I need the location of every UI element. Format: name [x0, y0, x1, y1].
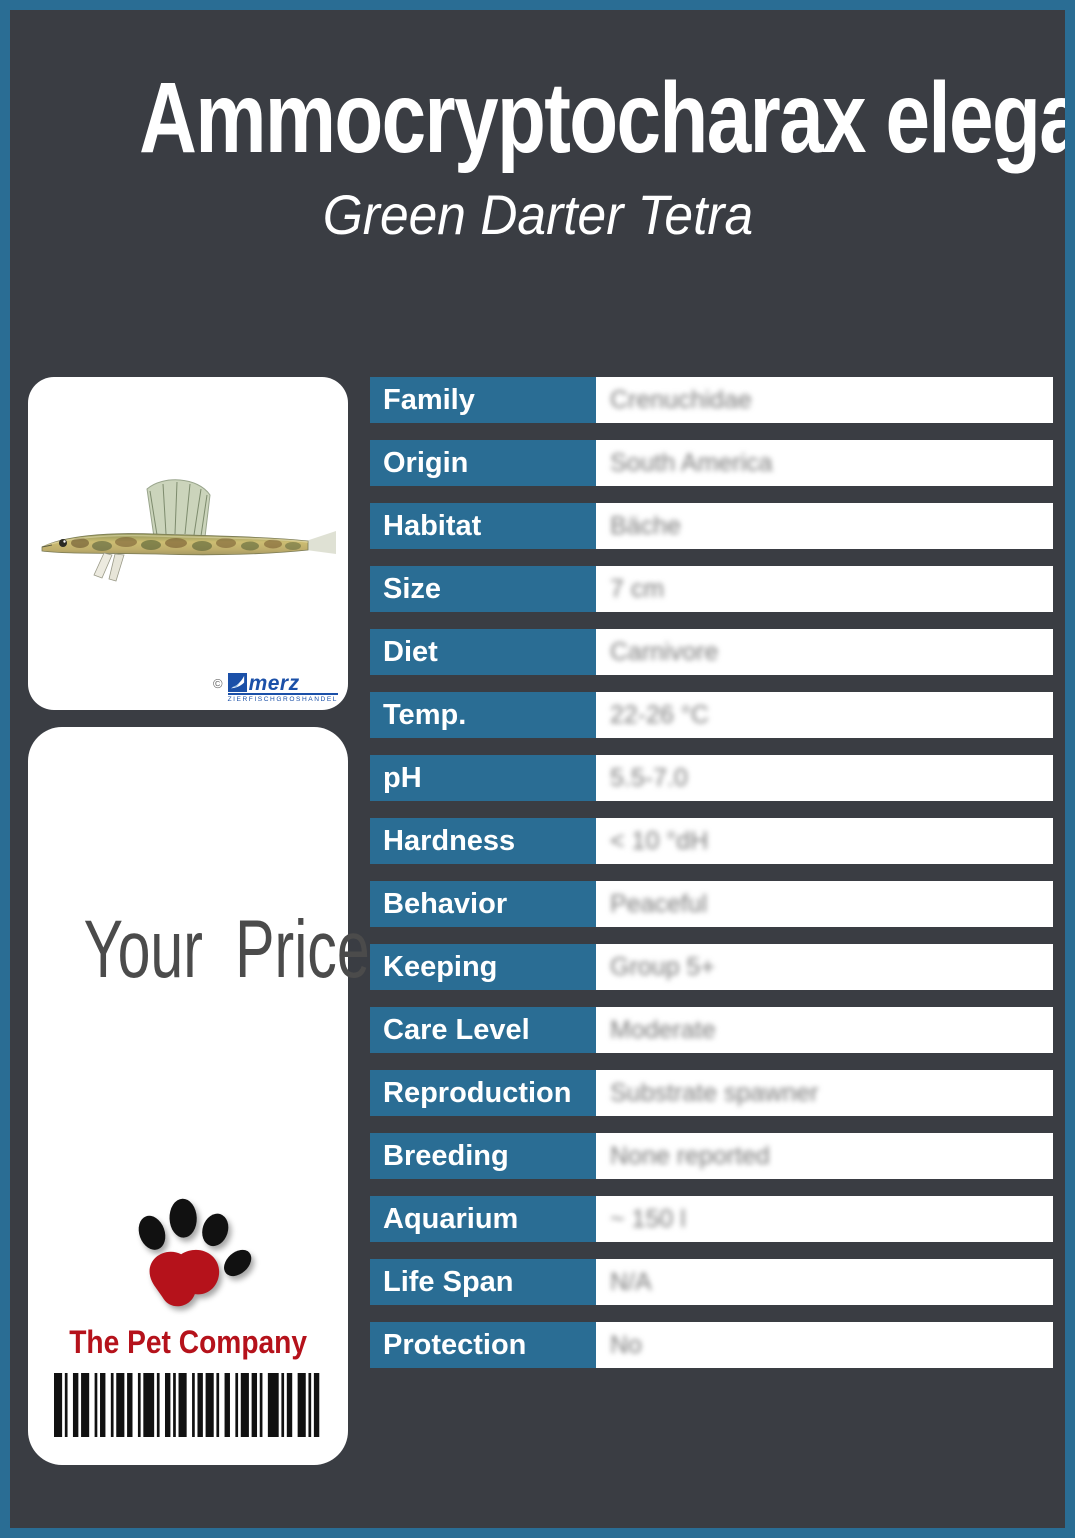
- spec-row-life-span: Life Span N/A: [370, 1259, 1053, 1305]
- card-inner: Ammocryptocharax elegans Green Darter Te…: [10, 10, 1065, 1528]
- spec-label: Hardness: [370, 818, 596, 864]
- spec-row-care-level: Care Level Moderate: [370, 1007, 1053, 1053]
- spec-value-text: Carnivore: [610, 638, 719, 666]
- spec-value-text: Substrate spawner: [610, 1079, 819, 1107]
- spec-label: Aquarium: [370, 1196, 596, 1242]
- price-label: Your Price: [83, 904, 370, 995]
- spec-value: N/A: [596, 1259, 1053, 1305]
- spec-value: Bäche: [596, 503, 1053, 549]
- spec-value: 5.5-7.0: [596, 755, 1053, 801]
- spec-value-text: Bäche: [610, 512, 681, 540]
- spec-value-text: 5.5-7.0: [610, 764, 688, 792]
- spec-row-temp: Temp. 22-26 °C: [370, 692, 1053, 738]
- merz-fish-icon: [227, 672, 247, 692]
- spec-label: Keeping: [370, 944, 596, 990]
- price-card: Your Price The Pet Company: [28, 727, 370, 1465]
- spec-label: pH: [370, 755, 596, 801]
- spec-value-text: Crenuchidae: [610, 386, 752, 414]
- spec-label: Reproduction: [370, 1070, 596, 1116]
- spec-label: Diet: [370, 629, 596, 675]
- spec-value-text: Group 5+: [610, 953, 715, 981]
- spec-label: Behavior: [370, 881, 596, 927]
- page-title: Ammocryptocharax elegans: [10, 66, 1065, 171]
- spec-label: Size: [370, 566, 596, 612]
- spec-value: South America: [596, 440, 1053, 486]
- spec-label: Habitat: [370, 503, 596, 549]
- spec-value: Moderate: [596, 1007, 1053, 1053]
- spec-value: None reported: [596, 1133, 1053, 1179]
- photo-credit: © merz ZIERFISCHGROSHANDEL: [212, 671, 338, 703]
- page-subtitle: Green Darter Tetra: [10, 182, 1065, 247]
- brand-name-text: The Pet Company: [69, 1324, 307, 1360]
- spec-value: ~ 150 l: [596, 1196, 1053, 1242]
- spec-row-origin: Origin South America: [370, 440, 1053, 486]
- spec-row-keeping: Keeping Group 5+: [370, 944, 1053, 990]
- species-name: Ammocryptocharax elegans: [139, 62, 1075, 174]
- spec-value-text: South America: [610, 449, 773, 477]
- merz-brand-text: merz: [248, 671, 300, 695]
- spec-label: Origin: [370, 440, 596, 486]
- spec-value-text: Peaceful: [610, 890, 708, 918]
- fish-image: [41, 479, 336, 582]
- spec-row-protection: Protection No: [370, 1322, 1053, 1368]
- brand-name: The Pet Company: [28, 1324, 348, 1361]
- spec-value-text: 22-26 °C: [610, 701, 709, 729]
- spec-value: < 10 °dH: [596, 818, 1053, 864]
- spec-row-habitat: Habitat Bäche: [370, 503, 1053, 549]
- spec-value-text: N/A: [610, 1268, 652, 1296]
- spec-label: Family: [370, 377, 596, 423]
- spec-value: No: [596, 1322, 1053, 1368]
- spec-value: 7 cm: [596, 566, 1053, 612]
- spec-row-aquarium: Aquarium ~ 150 l: [370, 1196, 1053, 1242]
- spec-row-behavior: Behavior Peaceful: [370, 881, 1053, 927]
- spec-value: Substrate spawner: [596, 1070, 1053, 1116]
- spec-value-text: Moderate: [610, 1016, 716, 1044]
- merz-tagline: ZIERFISCHGROSHANDEL: [227, 696, 338, 703]
- spec-value: Crenuchidae: [596, 377, 1053, 423]
- common-name: Green Darter Tetra: [322, 183, 753, 246]
- spec-value: Group 5+: [596, 944, 1053, 990]
- spec-row-diet: Diet Carnivore: [370, 629, 1053, 675]
- merz-logo-top: merz: [227, 671, 338, 695]
- copyright-symbol: ©: [212, 676, 223, 692]
- spec-row-breeding: Breeding None reported: [370, 1133, 1053, 1179]
- spec-table: Family Crenuchidae Origin South America Habi…: [370, 377, 1053, 1385]
- spec-value-text: None reported: [610, 1142, 770, 1170]
- spec-label: Life Span: [370, 1259, 596, 1305]
- merz-logo: merz ZIERFISCHGROSHANDEL: [227, 671, 338, 703]
- spec-row-size: Size 7 cm: [370, 566, 1053, 612]
- spec-value-text: ~ 150 l: [610, 1205, 686, 1233]
- spec-label: Temp.: [370, 692, 596, 738]
- spec-value: 22-26 °C: [596, 692, 1053, 738]
- barcode: [54, 1373, 320, 1437]
- spec-row-reproduction: Reproduction Substrate spawner: [370, 1070, 1053, 1116]
- paw-logo-icon: [138, 1198, 252, 1307]
- spec-row-hardness: Hardness < 10 °dH: [370, 818, 1053, 864]
- spec-row-family: Family Crenuchidae: [370, 377, 1053, 423]
- spec-label: Breeding: [370, 1133, 596, 1179]
- fish-photo-card: © merz ZIERFISCHGROSHANDEL: [28, 377, 348, 710]
- spec-value-text: < 10 °dH: [610, 827, 709, 855]
- price-placeholder: Your Price: [28, 903, 370, 997]
- spec-label: Care Level: [370, 1007, 596, 1053]
- spec-value: Carnivore: [596, 629, 1053, 675]
- spec-row-ph: pH 5.5-7.0: [370, 755, 1053, 801]
- spec-value-text: No: [610, 1331, 642, 1359]
- spec-value-text: 7 cm: [610, 575, 665, 603]
- spec-value: Peaceful: [596, 881, 1053, 927]
- spec-label: Protection: [370, 1322, 596, 1368]
